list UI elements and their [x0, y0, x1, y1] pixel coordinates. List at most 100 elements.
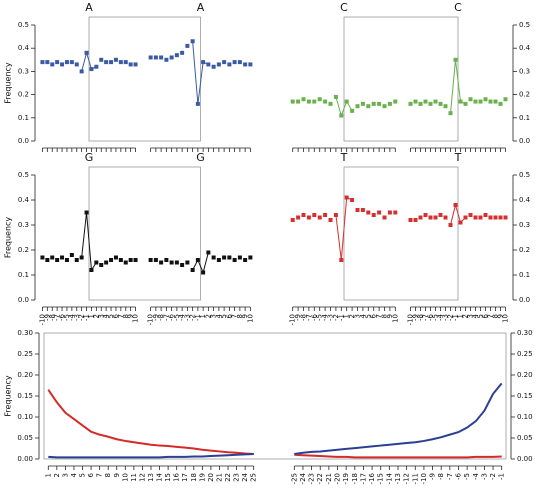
panel-title: C [454, 1, 462, 14]
point [483, 97, 488, 102]
x-tick-label: 2 [92, 314, 100, 318]
x-tick-label: 5 [477, 314, 485, 318]
x-tick-label: -6 [427, 313, 435, 321]
point [201, 270, 206, 275]
x-tick-label: -25 [290, 473, 298, 484]
x-tick-label: 8 [122, 314, 130, 318]
x-tick-label: -9 [429, 473, 437, 480]
point [453, 203, 458, 207]
x-tick-label: -3 [327, 314, 335, 321]
point [79, 69, 84, 74]
y-tick-label: 0.05 [17, 434, 33, 442]
point [206, 250, 211, 255]
y-tick-label: 0.20 [17, 371, 33, 379]
point [344, 99, 349, 104]
y-tick-label: 0.5 [18, 171, 29, 179]
point [84, 50, 89, 55]
point [408, 101, 413, 106]
x-tick-label: 5 [364, 314, 372, 318]
connector [335, 96, 342, 116]
point [40, 255, 45, 260]
x-tick-label: 15 [164, 473, 172, 482]
x-tick-label: 2 [53, 473, 61, 477]
connector [197, 62, 204, 104]
point [503, 97, 508, 102]
point [169, 260, 174, 265]
x-tick-label: 8 [381, 314, 389, 318]
x-tick-label: 23 [233, 473, 241, 482]
x-tick-label: 2 [204, 314, 212, 318]
point [360, 101, 365, 106]
connector [81, 52, 88, 72]
x-tick-label: -9 [412, 314, 420, 321]
x-tick-label: -20 [334, 473, 342, 484]
panel-title: T [340, 151, 348, 164]
point [371, 213, 376, 217]
connector [450, 59, 456, 114]
x-tick-label: 20 [207, 473, 215, 482]
x-tick-label: 9 [386, 314, 394, 318]
y-tick-label: 0.05 [517, 434, 533, 442]
x-tick-label: 14 [156, 472, 164, 481]
point [248, 255, 253, 260]
y-tick-label: 0.3 [18, 67, 29, 75]
x-tick-label: -2 [447, 314, 455, 321]
x-tick-label: 8 [104, 473, 112, 477]
point [243, 258, 248, 262]
x-tick-label: 16 [173, 472, 181, 481]
x-tick-label: 21 [215, 473, 223, 482]
x-tick-label: -7 [305, 314, 313, 321]
x-tick-label: -2 [78, 314, 86, 321]
x-tick-label: -17 [359, 473, 367, 484]
point [355, 208, 360, 212]
point [64, 60, 69, 65]
point [488, 99, 493, 104]
y-tick-label: 0.1 [18, 114, 29, 122]
point [109, 60, 114, 65]
y-tick-label: 0.20 [517, 371, 533, 379]
point [443, 104, 448, 109]
x-tick-label: -8 [300, 314, 308, 321]
x-tick-label: -6 [168, 313, 176, 321]
line [47, 389, 254, 455]
x-tick-label: 6 [112, 313, 120, 318]
x-tick-label: 12 [138, 473, 146, 482]
connector [81, 212, 88, 258]
point [104, 60, 109, 65]
point [99, 57, 104, 62]
point [128, 62, 133, 67]
point [433, 215, 438, 220]
point [174, 260, 179, 265]
point [74, 258, 79, 262]
x-tick-label: -3 [183, 314, 191, 321]
x-tick-label: 9 [497, 314, 505, 318]
x-tick-label: -4 [68, 313, 76, 321]
point [493, 99, 498, 104]
x-tick-label: -1 [337, 314, 345, 321]
x-tick-label: 6 [482, 313, 490, 318]
y-tick-label: 0.00 [17, 455, 33, 463]
x-tick-label: -13 [394, 473, 402, 484]
x-tick-label: -6 [310, 313, 318, 321]
point [393, 210, 398, 215]
x-tick-label: -10 [289, 314, 297, 325]
panel-title: T [454, 151, 462, 164]
x-tick-label: -10 [147, 314, 155, 325]
point [473, 215, 478, 220]
line [294, 453, 502, 459]
point [118, 258, 123, 262]
point [190, 268, 195, 272]
x-tick-label: 6 [225, 313, 233, 318]
connector [340, 197, 348, 261]
highlight-frame [88, 166, 201, 301]
point [306, 215, 311, 220]
x-tick-label: 7 [231, 314, 239, 318]
point [301, 97, 306, 102]
point [153, 258, 158, 262]
connector [197, 259, 204, 273]
point [243, 62, 248, 67]
point [113, 255, 118, 260]
x-tick-label: -16 [368, 472, 376, 484]
y-tick-label: 0.15 [517, 392, 533, 400]
y-tick-label: 0.30 [517, 329, 533, 337]
